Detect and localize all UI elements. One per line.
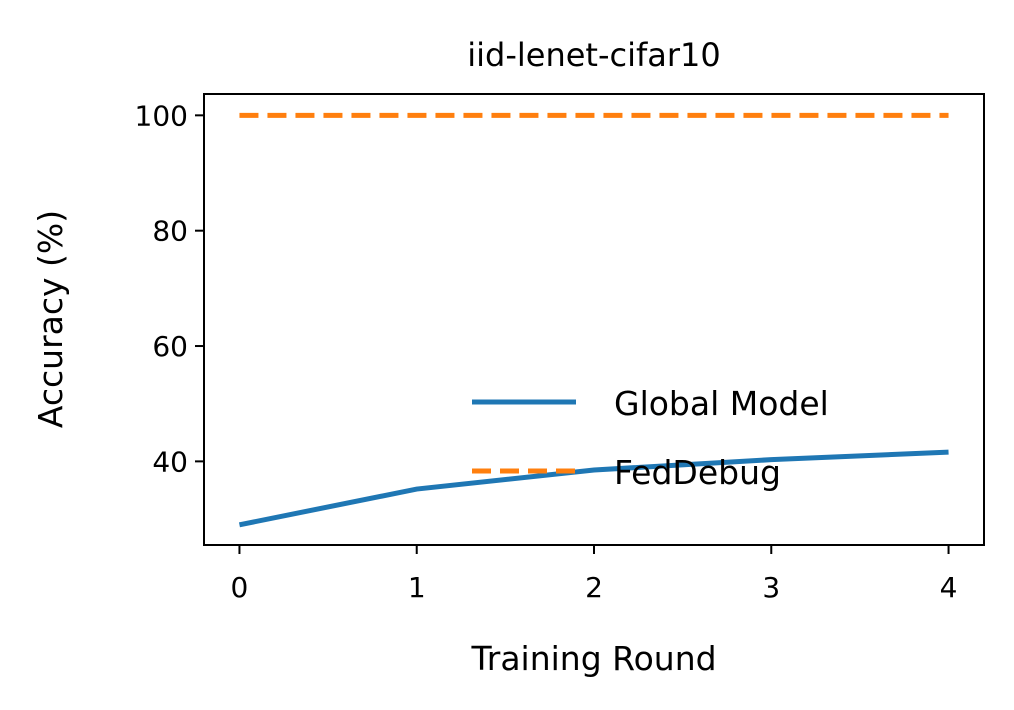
x-tick-label: 2: [585, 571, 603, 604]
y-axis-label: Accuracy (%): [31, 210, 70, 428]
y-tick-label: 80: [152, 215, 188, 248]
y-tick-label: 100: [135, 99, 188, 132]
x-axis-label: Training Round: [470, 639, 716, 678]
legend-label: FedDebug: [614, 453, 781, 492]
x-tick-label: 0: [231, 571, 249, 604]
x-tick-label: 4: [940, 571, 958, 604]
y-tick-label: 60: [152, 330, 188, 363]
y-axis-ticks: 40 60 80 100: [135, 99, 204, 478]
x-tick-label: 1: [408, 571, 426, 604]
legend: Global Model FedDebug: [472, 384, 829, 492]
series-layer: [238, 112, 949, 528]
legend-label: Global Model: [614, 384, 829, 423]
chart-title: iid-lenet-cifar10: [467, 36, 721, 74]
x-axis-ticks: 0 1 2 3 4: [231, 545, 958, 604]
x-tick-label: 3: [762, 571, 780, 604]
y-tick-label: 40: [152, 445, 188, 478]
plot-frame: [203, 93, 985, 546]
series-line-global-model: [238, 449, 949, 528]
